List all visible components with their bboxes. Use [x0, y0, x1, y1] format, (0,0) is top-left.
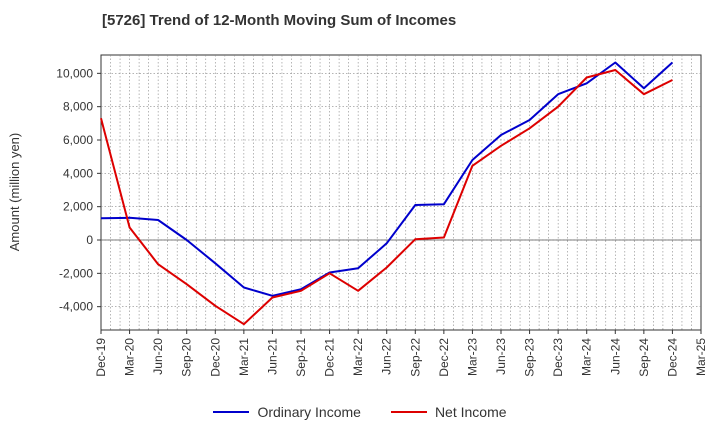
y-tick-label: -2,000 [59, 266, 93, 280]
x-tick-label: Mar-22 [351, 338, 365, 376]
legend-label-ordinary-income: Ordinary Income [257, 404, 361, 420]
x-tick-label: Jun-20 [151, 338, 165, 375]
legend-label-net-income: Net Income [434, 404, 507, 420]
x-tick-label: Dec-19 [94, 338, 108, 377]
plot-area [100, 54, 702, 331]
legend-item-ordinary-income: Ordinary Income [213, 404, 361, 420]
line-chart: -4,000-2,00002,0004,0006,0008,00010,000 … [7, 54, 708, 377]
x-axis-ticks: Dec-19 Mar-20 Jun-20 Sep-20 Dec-20 Mar-21 Jun-… [94, 330, 708, 377]
legend-swatch-ordinary-income [213, 411, 250, 413]
x-tick-label: Jun-22 [380, 338, 394, 375]
legend: Ordinary Income Net Income [0, 404, 720, 420]
y-tick-label: 0 [86, 233, 93, 247]
y-tick-label: 4,000 [63, 166, 93, 180]
chart-title: [5726] Trend of 12-Month Moving Sum of I… [102, 12, 457, 29]
x-tick-label: Jun-24 [608, 338, 622, 375]
grid-lines [101, 55, 701, 330]
series-lines [100, 61, 674, 326]
x-tick-label: Mar-24 [580, 338, 594, 376]
x-tick-label: Dec-20 [208, 338, 222, 377]
x-tick-label: Dec-21 [323, 338, 337, 377]
x-tick-label: Dec-24 [665, 338, 679, 377]
legend-item-net-income: Net Income [390, 404, 507, 420]
y-tick-label: 6,000 [63, 133, 93, 147]
x-tick-label: Mar-23 [465, 338, 479, 376]
y-axis-ticks: -4,000 -2,000 0 2,000 4,000 6,000 8,000 10,000 [56, 66, 101, 314]
x-tick-label: Sep-21 [294, 338, 308, 377]
y-tick-label: 8,000 [63, 100, 93, 114]
x-tick-label: Sep-22 [408, 338, 422, 377]
y-tick-label: -4,000 [59, 300, 93, 314]
y-tick-label: 2,000 [63, 200, 93, 214]
x-tick-label: Mar-21 [237, 338, 251, 376]
legend-swatch-net-income [390, 411, 427, 413]
x-tick-label: Sep-24 [637, 338, 651, 377]
x-tick-label: Jun-23 [494, 338, 508, 375]
x-tick-label: Mar-20 [123, 338, 137, 376]
x-tick-label: Sep-20 [180, 338, 194, 377]
y-axis-title: Amount (million yen) [7, 133, 22, 252]
x-tick-label: Sep-23 [523, 338, 537, 377]
x-tick-label: Dec-23 [551, 338, 565, 377]
y-tick-label: 10,000 [56, 66, 93, 80]
x-tick-label: Dec-22 [437, 338, 451, 377]
x-tick-label: Jun-21 [265, 338, 279, 375]
x-tick-label: Mar-25 [694, 338, 708, 376]
